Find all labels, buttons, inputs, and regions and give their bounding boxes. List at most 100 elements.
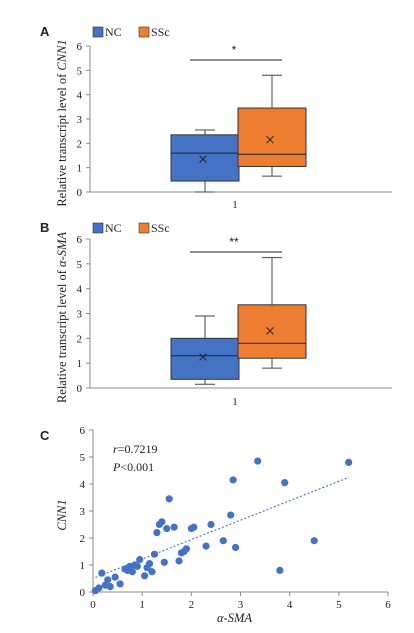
legend-swatch-ssc <box>138 26 150 38</box>
scatter-point <box>163 524 171 533</box>
scatter-point <box>207 520 215 529</box>
scatter-point <box>310 537 318 545</box>
scatter-point <box>111 573 119 581</box>
box-iqr <box>170 134 240 182</box>
box-panel-a: A 0 1 2 3 4 5 6 1 Relative transcript level of CN… <box>40 24 392 211</box>
scatter-point <box>158 518 166 526</box>
box-panel-b: B 0 1 2 3 4 5 6 1 Relative transcript level of α-… <box>40 220 392 408</box>
box-nc <box>170 315 240 385</box>
scatter-point <box>254 457 262 465</box>
y-tick-label: 3 <box>77 114 83 126</box>
y-tick-label: 5 <box>77 259 83 271</box>
scatter-point <box>202 542 210 550</box>
scatter-point <box>160 558 168 566</box>
y-tick-label: 0 <box>77 383 83 395</box>
scatter-point <box>153 529 161 537</box>
x-tick-label: 3 <box>238 599 244 611</box>
y-tick-label: 2 <box>77 138 83 150</box>
y-tick-label: 4 <box>77 284 83 296</box>
scatter-point <box>95 584 103 592</box>
y-axis-label: CNN1 <box>55 499 69 530</box>
y-tick-label: 6 <box>77 41 83 53</box>
y-axis-label-gene: CNN1 <box>55 39 69 70</box>
box-ssc <box>237 257 307 369</box>
x-tick-label: 5 <box>336 599 342 611</box>
scatter-point <box>141 572 149 580</box>
annotation-p-symbol: P <box>112 460 121 474</box>
annotation-r: r=0.7219 <box>113 442 157 456</box>
annotation-r-symbol: r <box>113 442 118 456</box>
box-ssc <box>237 74 307 177</box>
legend-swatch-nc <box>92 26 104 38</box>
x-tick-label: 2 <box>189 599 195 611</box>
y-tick-label: 4 <box>77 90 83 102</box>
y-tick-label: 3 <box>80 506 86 518</box>
x-tick-label: 1 <box>139 599 145 611</box>
scatter-point <box>104 576 112 584</box>
panel-label: B <box>40 220 49 235</box>
y-tick-label: 5 <box>80 452 86 464</box>
annotation-p: P<0.001 <box>112 460 154 474</box>
scatter-point <box>219 537 227 545</box>
y-tick-label: 1 <box>77 163 83 175</box>
scatter-point <box>150 550 159 558</box>
scatter-point <box>175 557 183 565</box>
scatter-point <box>106 583 114 591</box>
scatter-point <box>231 543 240 552</box>
scatter-point <box>133 562 141 570</box>
box-nc <box>170 129 240 193</box>
y-tick-label: 4 <box>80 479 86 491</box>
scatter-point <box>136 556 144 564</box>
legend-swatch-ssc <box>138 222 150 234</box>
y-axis-label-prefix: Relative transcript level of <box>55 71 69 207</box>
y-tick-label: 1 <box>77 358 83 370</box>
y-tick-label: 0 <box>80 587 86 599</box>
y-axis-label-prefix: Relative transcript level of <box>55 267 69 403</box>
box-iqr <box>237 304 307 359</box>
x-tick-label: 0 <box>90 599 96 611</box>
mean-marker <box>266 135 274 144</box>
mean-marker <box>199 353 207 361</box>
x-tick-label: 1 <box>232 199 238 211</box>
legend-label-nc: NC <box>105 25 122 39</box>
scatter-point <box>128 568 136 576</box>
y-axis-label: Relative transcript level of CNN1 <box>55 39 69 206</box>
scatter-point <box>170 523 178 531</box>
y-axis-label: Relative transcript level of α-SMA <box>55 232 69 403</box>
scatter-point <box>148 568 156 576</box>
scatter-point <box>98 569 106 577</box>
scatter-point <box>165 495 173 503</box>
scatter-point <box>281 479 289 487</box>
y-tick-label: 2 <box>77 333 83 345</box>
mean-marker <box>266 327 274 335</box>
scatter-point <box>276 566 284 575</box>
y-tick-label: 3 <box>77 309 83 321</box>
y-tick-label: 1 <box>80 560 86 572</box>
y-tick-label: 0 <box>77 187 83 199</box>
y-tick-label: 2 <box>80 533 86 545</box>
mean-marker <box>199 155 207 164</box>
scatter-point <box>190 523 198 531</box>
x-axis-label: α-SMA <box>217 611 252 625</box>
x-tick-label: 4 <box>287 599 293 611</box>
legend-label-ssc: SSc <box>151 221 170 235</box>
y-axis-label-gene: α-SMA <box>55 232 69 267</box>
scatter-point <box>227 511 235 519</box>
annotation-r-value: =0.7219 <box>118 442 158 456</box>
significance-label: * <box>232 43 237 57</box>
legend-label-nc: NC <box>105 221 122 235</box>
scatter-point <box>145 560 154 568</box>
scatter-point <box>345 458 353 466</box>
scatter-panel-c: C 0 1 2 3 4 5 6 0 1 2 3 4 5 6 α-SMA CNN1 r=0.7219 P<0.001 <box>40 425 391 625</box>
x-tick-label: 6 <box>385 599 391 611</box>
scatter-point <box>229 476 237 484</box>
significance-label: ** <box>229 235 239 249</box>
legend-swatch-nc <box>92 222 104 234</box>
y-tick-label: 5 <box>77 65 83 77</box>
y-tick-label: 6 <box>77 234 83 246</box>
legend-label-ssc: SSc <box>151 25 170 39</box>
panel-label: C <box>40 428 50 443</box>
panel-label: A <box>40 24 50 39</box>
y-tick-label: 6 <box>80 425 86 437</box>
